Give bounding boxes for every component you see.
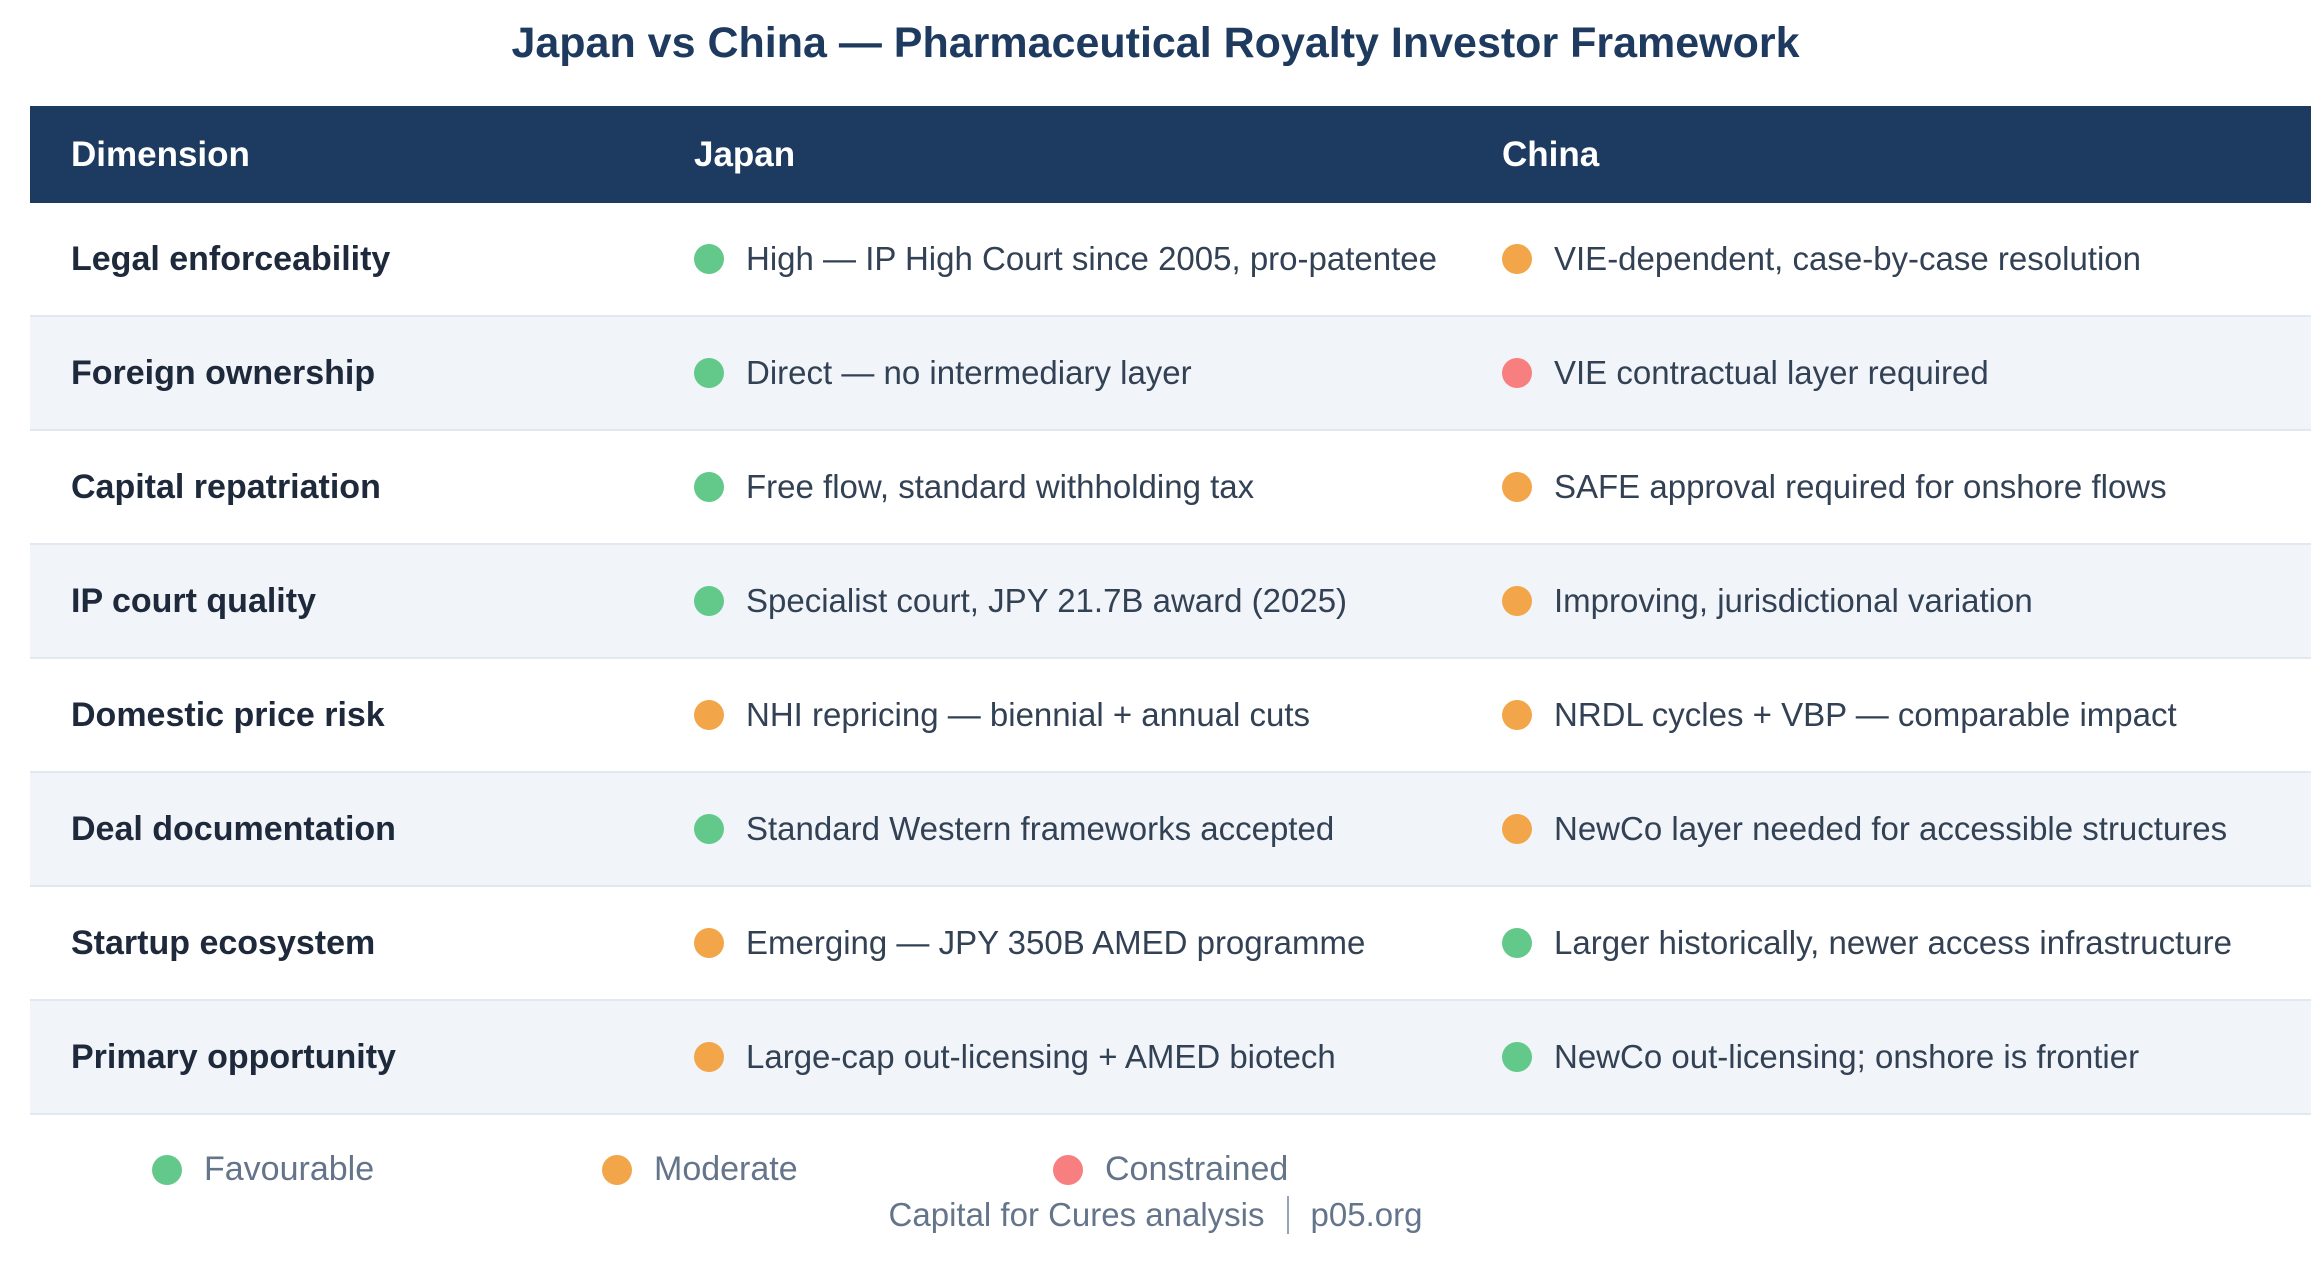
moderate-dot-icon [694, 700, 724, 730]
column-header-dimension: Dimension [30, 106, 694, 203]
legend-item-moderate: Moderate [602, 1150, 798, 1189]
china-cell: Larger historically, newer access infras… [1502, 886, 2311, 1001]
favourable-dot-icon [694, 244, 724, 274]
moderate-dot-icon [1502, 586, 1532, 616]
legend-label: Moderate [654, 1150, 798, 1188]
footer-site-text: p05.org [1310, 1196, 1423, 1233]
dimension-label: IP court quality [30, 544, 694, 659]
china-cell: SAFE approval required for onshore flows [1502, 430, 2311, 545]
dimension-label: Capital repatriation [30, 430, 694, 545]
dimension-label: Legal enforceability [30, 203, 694, 317]
japan-cell: Specialist court, JPY 21.7B award (2025) [694, 544, 1502, 659]
legend-item-constrained: Constrained [1053, 1150, 1288, 1189]
moderate-dot-icon [1502, 700, 1532, 730]
constrained-dot-icon [1053, 1154, 1083, 1185]
china-cell: Improving, jurisdictional variation [1502, 544, 2311, 659]
cell-text: Free flow, standard withholding tax [746, 468, 1255, 505]
table-row: Startup ecosystem Emerging — JPY 350B AME… [30, 886, 2311, 1001]
table-header-row: Dimension Japan China [30, 106, 2311, 203]
china-cell: VIE-dependent, case-by-case resolution [1502, 203, 2311, 317]
cell-text: Direct — no intermediary layer [746, 354, 1192, 391]
moderate-dot-icon [602, 1154, 632, 1185]
favourable-dot-icon [1502, 928, 1532, 958]
favourable-dot-icon [694, 358, 724, 388]
china-cell: VIE contractual layer required [1502, 316, 2311, 431]
cell-text: Larger historically, newer access infras… [1554, 924, 2232, 961]
cell-text: High — IP High Court since 2005, pro-pat… [746, 240, 1437, 277]
china-cell: NewCo layer needed for accessible struct… [1502, 772, 2311, 887]
china-cell: NewCo out-licensing; onshore is frontier [1502, 1000, 2311, 1115]
column-header-japan: Japan [694, 106, 1502, 203]
cell-text: Standard Western frameworks accepted [746, 810, 1335, 847]
japan-cell: Standard Western frameworks accepted [694, 772, 1502, 887]
column-header-china: China [1502, 106, 2311, 203]
table-row: Deal documentation Standard Western frame… [30, 772, 2311, 887]
cell-text: NewCo out-licensing; onshore is frontier [1554, 1038, 2140, 1075]
page-title: Japan vs China — Pharmaceutical Royalty … [511, 19, 1800, 67]
legend: Favourable Moderate Constrained [0, 1150, 2311, 1190]
cell-text: SAFE approval required for onshore flows [1554, 468, 2167, 505]
table-row: IP court quality Specialist court, JPY 21… [30, 544, 2311, 659]
japan-cell: Large-cap out-licensing + AMED biotech [694, 1000, 1502, 1115]
cell-text: NRDL cycles + VBP — comparable impact [1554, 696, 2177, 733]
dimension-label: Primary opportunity [30, 1000, 694, 1115]
favourable-dot-icon [694, 586, 724, 616]
china-cell: NRDL cycles + VBP — comparable impact [1502, 658, 2311, 773]
japan-cell: Direct — no intermediary layer [694, 316, 1502, 431]
legend-label: Favourable [204, 1150, 375, 1188]
japan-cell: NHI repricing — biennial + annual cuts [694, 658, 1502, 773]
constrained-dot-icon [1502, 358, 1532, 388]
cell-text: NewCo layer needed for accessible struct… [1554, 810, 2228, 847]
favourable-dot-icon [1502, 1042, 1532, 1072]
moderate-dot-icon [1502, 472, 1532, 502]
footer-separator [1286, 1196, 1289, 1234]
cell-text: Improving, jurisdictional variation [1554, 582, 2033, 619]
moderate-dot-icon [1502, 244, 1532, 274]
cell-text: Emerging — JPY 350B AMED programme [746, 924, 1366, 961]
moderate-dot-icon [694, 928, 724, 958]
moderate-dot-icon [1502, 814, 1532, 844]
comparison-table: Dimension Japan China Legal enforceabili… [30, 106, 2311, 1115]
dimension-label: Deal documentation [30, 772, 694, 887]
japan-cell: Free flow, standard withholding tax [694, 430, 1502, 545]
japan-cell: Emerging — JPY 350B AMED programme [694, 886, 1502, 1001]
footer: Capital for Cures analysis p05.org [0, 1196, 2311, 1234]
cell-text: NHI repricing — biennial + annual cuts [746, 696, 1311, 733]
table-row: Legal enforceability High — IP High Court… [30, 203, 2311, 317]
table-row: Domestic price risk NHI repricing — bienn… [30, 658, 2311, 773]
table-row: Capital repatriation Free flow, standard … [30, 430, 2311, 545]
footer-source-text: Capital for Cures analysis [888, 1196, 1265, 1233]
favourable-dot-icon [694, 814, 724, 844]
favourable-dot-icon [694, 472, 724, 502]
cell-text: Specialist court, JPY 21.7B award (2025) [746, 582, 1348, 619]
cell-text: Large-cap out-licensing + AMED biotech [746, 1038, 1336, 1075]
table-row: Primary opportunity Large-cap out-licensi… [30, 1000, 2311, 1115]
dimension-label: Startup ecosystem [30, 886, 694, 1001]
cell-text: VIE-dependent, case-by-case resolution [1554, 240, 2142, 277]
dimension-label: Domestic price risk [30, 658, 694, 773]
favourable-dot-icon [152, 1154, 182, 1185]
japan-cell: High — IP High Court since 2005, pro-pat… [694, 203, 1502, 317]
legend-label: Constrained [1105, 1150, 1289, 1188]
cell-text: VIE contractual layer required [1554, 354, 1989, 391]
table-row: Foreign ownership Direct — no intermediar… [30, 316, 2311, 431]
legend-item-favourable: Favourable [152, 1150, 374, 1189]
moderate-dot-icon [694, 1042, 724, 1072]
dimension-label: Foreign ownership [30, 316, 694, 431]
